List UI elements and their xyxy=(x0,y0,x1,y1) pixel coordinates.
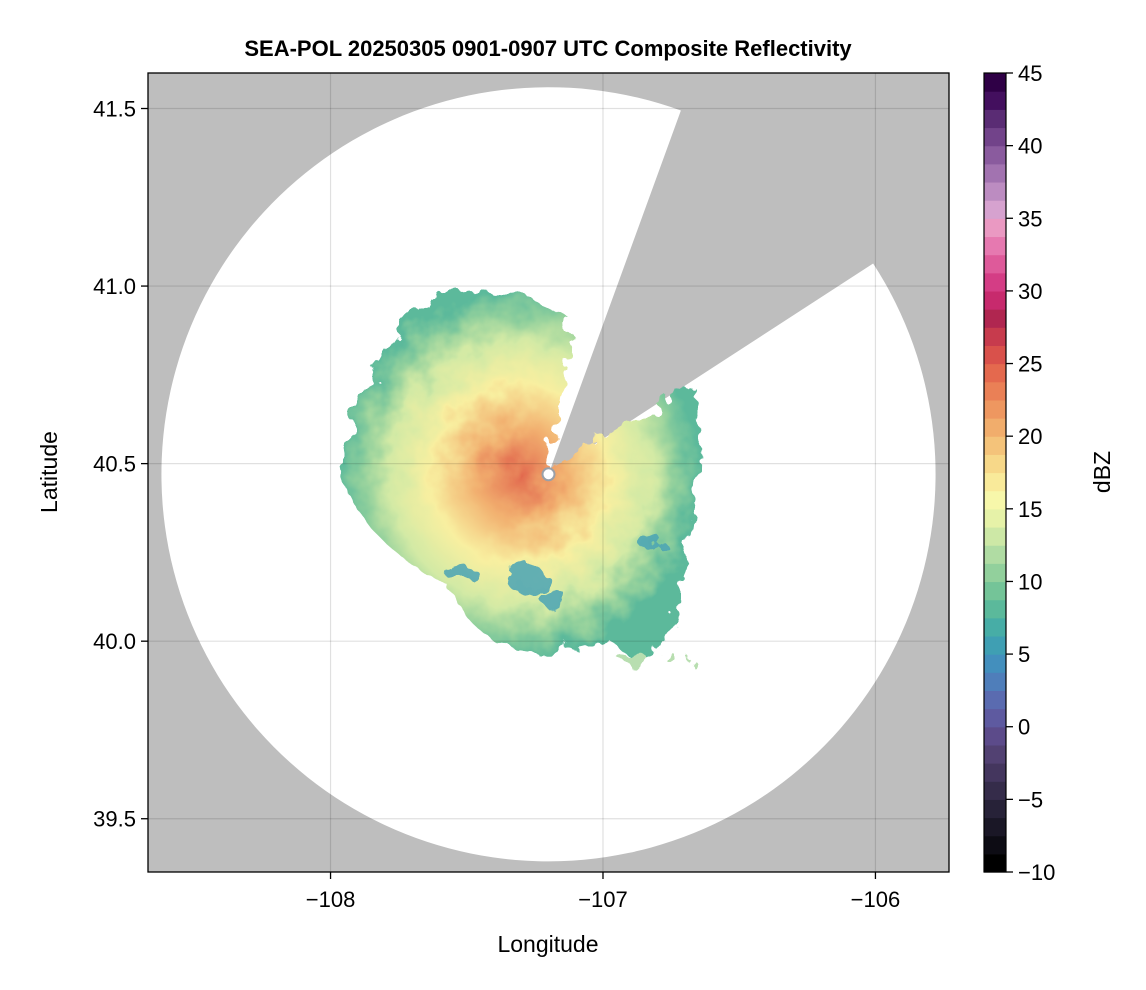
low-echo-patch-2 xyxy=(641,537,666,554)
colorbar-frame xyxy=(983,72,1007,873)
colorbar-step-31 xyxy=(984,290,1006,310)
cb-tick-label-1: −5 xyxy=(1018,787,1043,812)
cb-tick-label-10: 40 xyxy=(1018,134,1042,159)
x-axis-ticks: −108 −107 −106 xyxy=(306,872,900,912)
cb-tick-label-2: 0 xyxy=(1018,715,1030,740)
cb-tick-label-0: −10 xyxy=(1018,860,1055,885)
colorbar-step-29 xyxy=(984,327,1006,346)
cb-tick-label-9: 35 xyxy=(1018,206,1042,231)
colorbar-step-36 xyxy=(984,200,1006,219)
gridlines xyxy=(148,73,949,872)
cb-tick-label-6: 20 xyxy=(1018,424,1042,449)
colorbar-step-27 xyxy=(984,363,1006,383)
colorbar-step-17 xyxy=(984,545,1006,564)
x-tick-label-1: −107 xyxy=(578,887,628,912)
colorbar-step-13 xyxy=(984,617,1006,637)
y-tick-label-1: 40.0 xyxy=(93,629,136,654)
colorbar xyxy=(984,73,1006,873)
colorbar-step-2 xyxy=(984,817,1006,837)
colorbar-ticks: −10 −5 0 5 10 15 20 25 30 35 40 45 xyxy=(1006,61,1055,885)
colorbar-step-9 xyxy=(984,690,1006,710)
y-axis-ticks: 39.5 40.0 40.5 41.0 41.5 xyxy=(93,97,148,832)
chart-title: SEA-POL 20250305 0901-0907 UTC Composite… xyxy=(244,36,852,61)
colorbar-step-16 xyxy=(984,563,1006,583)
colorbar-step-24 xyxy=(984,418,1006,437)
colorbar-step-25 xyxy=(984,399,1006,419)
colorbar-step-7 xyxy=(984,726,1006,746)
colorbar-step-8 xyxy=(984,708,1006,728)
plot-frame xyxy=(147,72,950,873)
y-tick-label-4: 41.5 xyxy=(93,97,136,122)
cb-tick-label-8: 30 xyxy=(1018,279,1042,304)
colorbar-step-19 xyxy=(984,508,1006,528)
isolated-cell-0 xyxy=(616,649,645,662)
colorbar-step-4 xyxy=(984,781,1006,800)
echo-field xyxy=(340,291,699,657)
y-tick-label-2: 40.5 xyxy=(93,452,136,477)
colorbar-step-39 xyxy=(984,145,1006,165)
colorbar-step-3 xyxy=(984,799,1006,819)
x-tick-label-2: −106 xyxy=(851,887,901,912)
colorbar-step-6 xyxy=(984,744,1006,764)
colorbar-step-41 xyxy=(984,109,1006,129)
cb-tick-label-4: 10 xyxy=(1018,569,1042,594)
colorbar-step-22 xyxy=(984,454,1006,474)
colorbar-step-26 xyxy=(984,381,1006,401)
colorbar-step-18 xyxy=(984,526,1006,546)
cb-tick-label-3: 5 xyxy=(1018,642,1030,667)
y-tick-label-3: 41.0 xyxy=(93,274,136,299)
reflectivity-echoes xyxy=(340,291,699,666)
colorbar-step-5 xyxy=(984,763,1006,782)
colorbar-step-28 xyxy=(984,345,1006,365)
colorbar-step-23 xyxy=(984,436,1006,455)
colorbar-step-33 xyxy=(984,254,1006,274)
colorbar-step-21 xyxy=(984,472,1006,492)
colorbar-step-20 xyxy=(984,490,1006,510)
x-axis-label: Longitude xyxy=(497,931,598,957)
x-tick-label-0: −108 xyxy=(306,887,356,912)
low-echo-patch-0 xyxy=(506,568,551,593)
low-echo-patch-3 xyxy=(539,590,568,607)
y-tick-label-0: 39.5 xyxy=(93,807,136,832)
y-axis-label: Latitude xyxy=(36,431,62,513)
cb-tick-label-7: 25 xyxy=(1018,352,1042,377)
low-echo-patch-1 xyxy=(442,561,475,580)
colorbar-step-10 xyxy=(984,672,1006,692)
colorbar-step-14 xyxy=(984,599,1006,619)
colorbar-step-40 xyxy=(984,127,1006,147)
cb-tick-label-11: 45 xyxy=(1018,61,1042,86)
colorbar-step-1 xyxy=(984,835,1006,855)
colorbar-step-30 xyxy=(984,309,1006,328)
colorbar-step-12 xyxy=(984,635,1006,655)
radar-site-marker xyxy=(541,467,556,482)
colorbar-step-0 xyxy=(984,853,1006,873)
colorbar-step-37 xyxy=(984,181,1006,201)
colorbar-step-15 xyxy=(984,581,1006,601)
colorbar-step-43 xyxy=(984,73,1006,92)
colorbar-step-11 xyxy=(984,654,1006,673)
isolated-cell-2 xyxy=(689,659,696,666)
colorbar-step-42 xyxy=(984,91,1006,110)
colorbar-label: dBZ xyxy=(1089,451,1115,493)
colorbar-step-38 xyxy=(984,163,1006,183)
cb-tick-label-5: 15 xyxy=(1018,497,1042,522)
colorbar-step-35 xyxy=(984,218,1006,238)
colorbar-step-32 xyxy=(984,272,1006,292)
colorbar-step-34 xyxy=(984,236,1006,256)
isolated-cell-1 xyxy=(662,651,675,660)
